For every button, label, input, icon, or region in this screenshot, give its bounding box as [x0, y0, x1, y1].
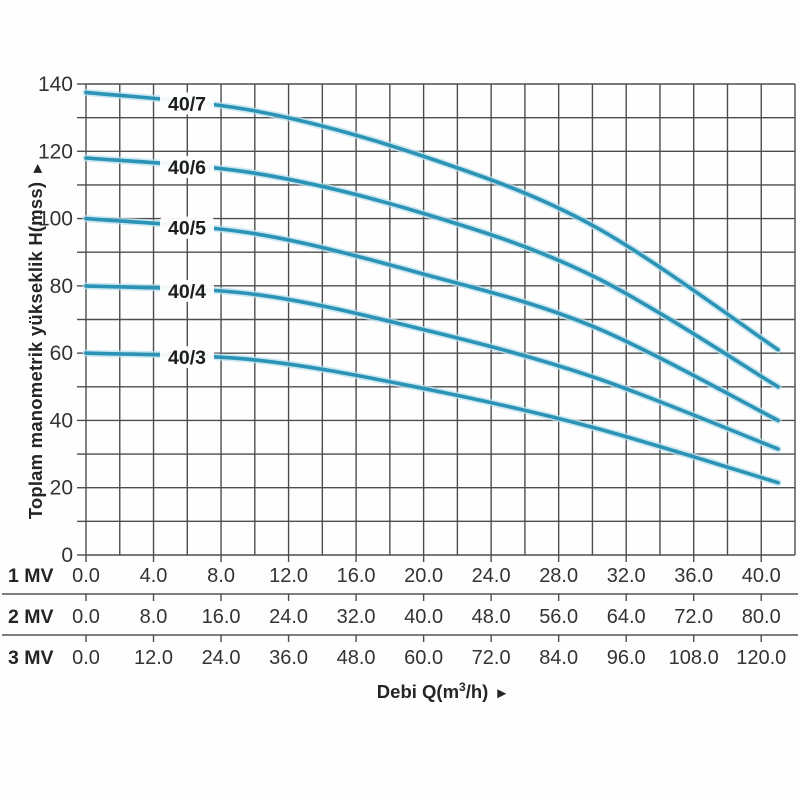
- x-tick-label: 24.0: [472, 565, 511, 587]
- curve-label-40-6: 40/6: [168, 157, 206, 179]
- x-axis-arrow-icon: ►: [494, 685, 510, 702]
- curve-label-bg: [160, 346, 214, 369]
- x-tick-label: 60.0: [404, 647, 443, 669]
- x-tick-label: 24.0: [202, 647, 241, 669]
- x-axis-title-suffix: /h): [465, 681, 489, 702]
- x-tick-label: 48.0: [337, 647, 376, 669]
- x-tick-label: 72.0: [472, 647, 511, 669]
- x-tick-label: 0.0: [72, 565, 100, 587]
- x-tick-label: 32.0: [607, 565, 646, 587]
- x-tick-label: 120.0: [736, 647, 786, 669]
- x-tick-label: 8.0: [207, 565, 235, 587]
- y-axis-title: Toplam manometrik yükseklik H(mss) ►: [25, 161, 47, 520]
- x-tick-label: 84.0: [539, 647, 578, 669]
- x-tick-label: 4.0: [140, 565, 168, 587]
- y-axis-ticks: [77, 83, 86, 556]
- row-label: 1 MV: [8, 565, 54, 587]
- x-tick-label: 16.0: [337, 565, 376, 587]
- y-axis-arrow-icon: ►: [29, 160, 46, 176]
- x-tick-label: 56.0: [539, 606, 578, 628]
- pump-curve-40-3: [84, 351, 780, 485]
- curve-label-bg: [160, 92, 214, 115]
- x-tick-label: 16.0: [202, 606, 241, 628]
- x-tick-label: 8.0: [140, 606, 168, 628]
- x-tick-label: 0.0: [72, 647, 100, 669]
- y-tick-label: 80: [50, 275, 73, 298]
- row-label: 2 MV: [8, 606, 54, 628]
- y-axis-labels: 0 20 40 60 80 100 120 140: [38, 73, 73, 567]
- x-tick-label: 20.0: [404, 565, 443, 587]
- row-label: 3 MV: [8, 647, 54, 669]
- curve-label-bg: [160, 216, 214, 239]
- curve-label-bg: [160, 156, 214, 179]
- y-tick-label: 40: [50, 409, 73, 432]
- x-axis-row-1-mv: 0.0 4.0 8.0 12.0 16.0 20.0 24.0 28.0 32.0 36.0 40.…: [8, 555, 781, 587]
- y-tick-label: 20: [50, 477, 73, 500]
- x-tick-label: 24.0: [269, 606, 308, 628]
- y-tick-label: 140: [38, 73, 73, 96]
- x-axis-title: Debi Q(m3/h) ►: [377, 681, 509, 703]
- x-tick-label: 36.0: [674, 565, 713, 587]
- x-tick-label: 80.0: [742, 606, 781, 628]
- curve-label-40-4: 40/4: [168, 281, 206, 303]
- x-axis-title-prefix: Debi Q(m: [376, 681, 460, 702]
- y-axis-title-text: Toplam manometrik yükseklik H(mss): [25, 181, 46, 520]
- x-tick-label: 48.0: [472, 606, 511, 628]
- x-tick-label: 36.0: [269, 647, 308, 669]
- curve-label-40-7: 40/7: [168, 94, 206, 116]
- x-axis-row-2-mv: 0.0 8.0 16.0 24.0 32.0 40.0 48.0 56.0 64.0 72.0 80…: [2, 593, 798, 628]
- y-tick-label: 120: [38, 140, 73, 163]
- curve-label-40-3: 40/3: [168, 347, 206, 369]
- pump-curve-halo-40-3: [82, 349, 782, 487]
- x-tick-label: 72.0: [674, 606, 713, 628]
- x-axis-row-3-mv: 0.0 12.0 24.0 36.0 48.0 60.0 72.0 84.0 96.0 108.0…: [2, 634, 798, 669]
- x-tick-label: 0.0: [72, 606, 100, 628]
- curve-labels: 40/7 40/6 40/5 40/4 40/3: [160, 92, 214, 369]
- x-tick-label: 32.0: [337, 606, 376, 628]
- x-tick-label: 40.0: [404, 606, 443, 628]
- x-tick-label: 96.0: [607, 647, 646, 669]
- x-tick-label: 12.0: [269, 565, 308, 587]
- x-tick-label: 40.0: [742, 565, 781, 587]
- curve-label-40-5: 40/5: [168, 218, 206, 240]
- curve-label-bg: [160, 279, 214, 302]
- x-tick-label: 64.0: [607, 606, 646, 628]
- x-tick-label: 28.0: [539, 565, 578, 587]
- y-tick-label: 100: [38, 208, 73, 231]
- x-tick-label: 108.0: [669, 647, 719, 669]
- grid: [85, 83, 796, 556]
- y-tick-label: 60: [50, 342, 73, 365]
- y-tick-label: 0: [61, 544, 73, 567]
- x-tick-label: 12.0: [134, 647, 173, 669]
- x-axis-title-sup: 3: [459, 679, 466, 694]
